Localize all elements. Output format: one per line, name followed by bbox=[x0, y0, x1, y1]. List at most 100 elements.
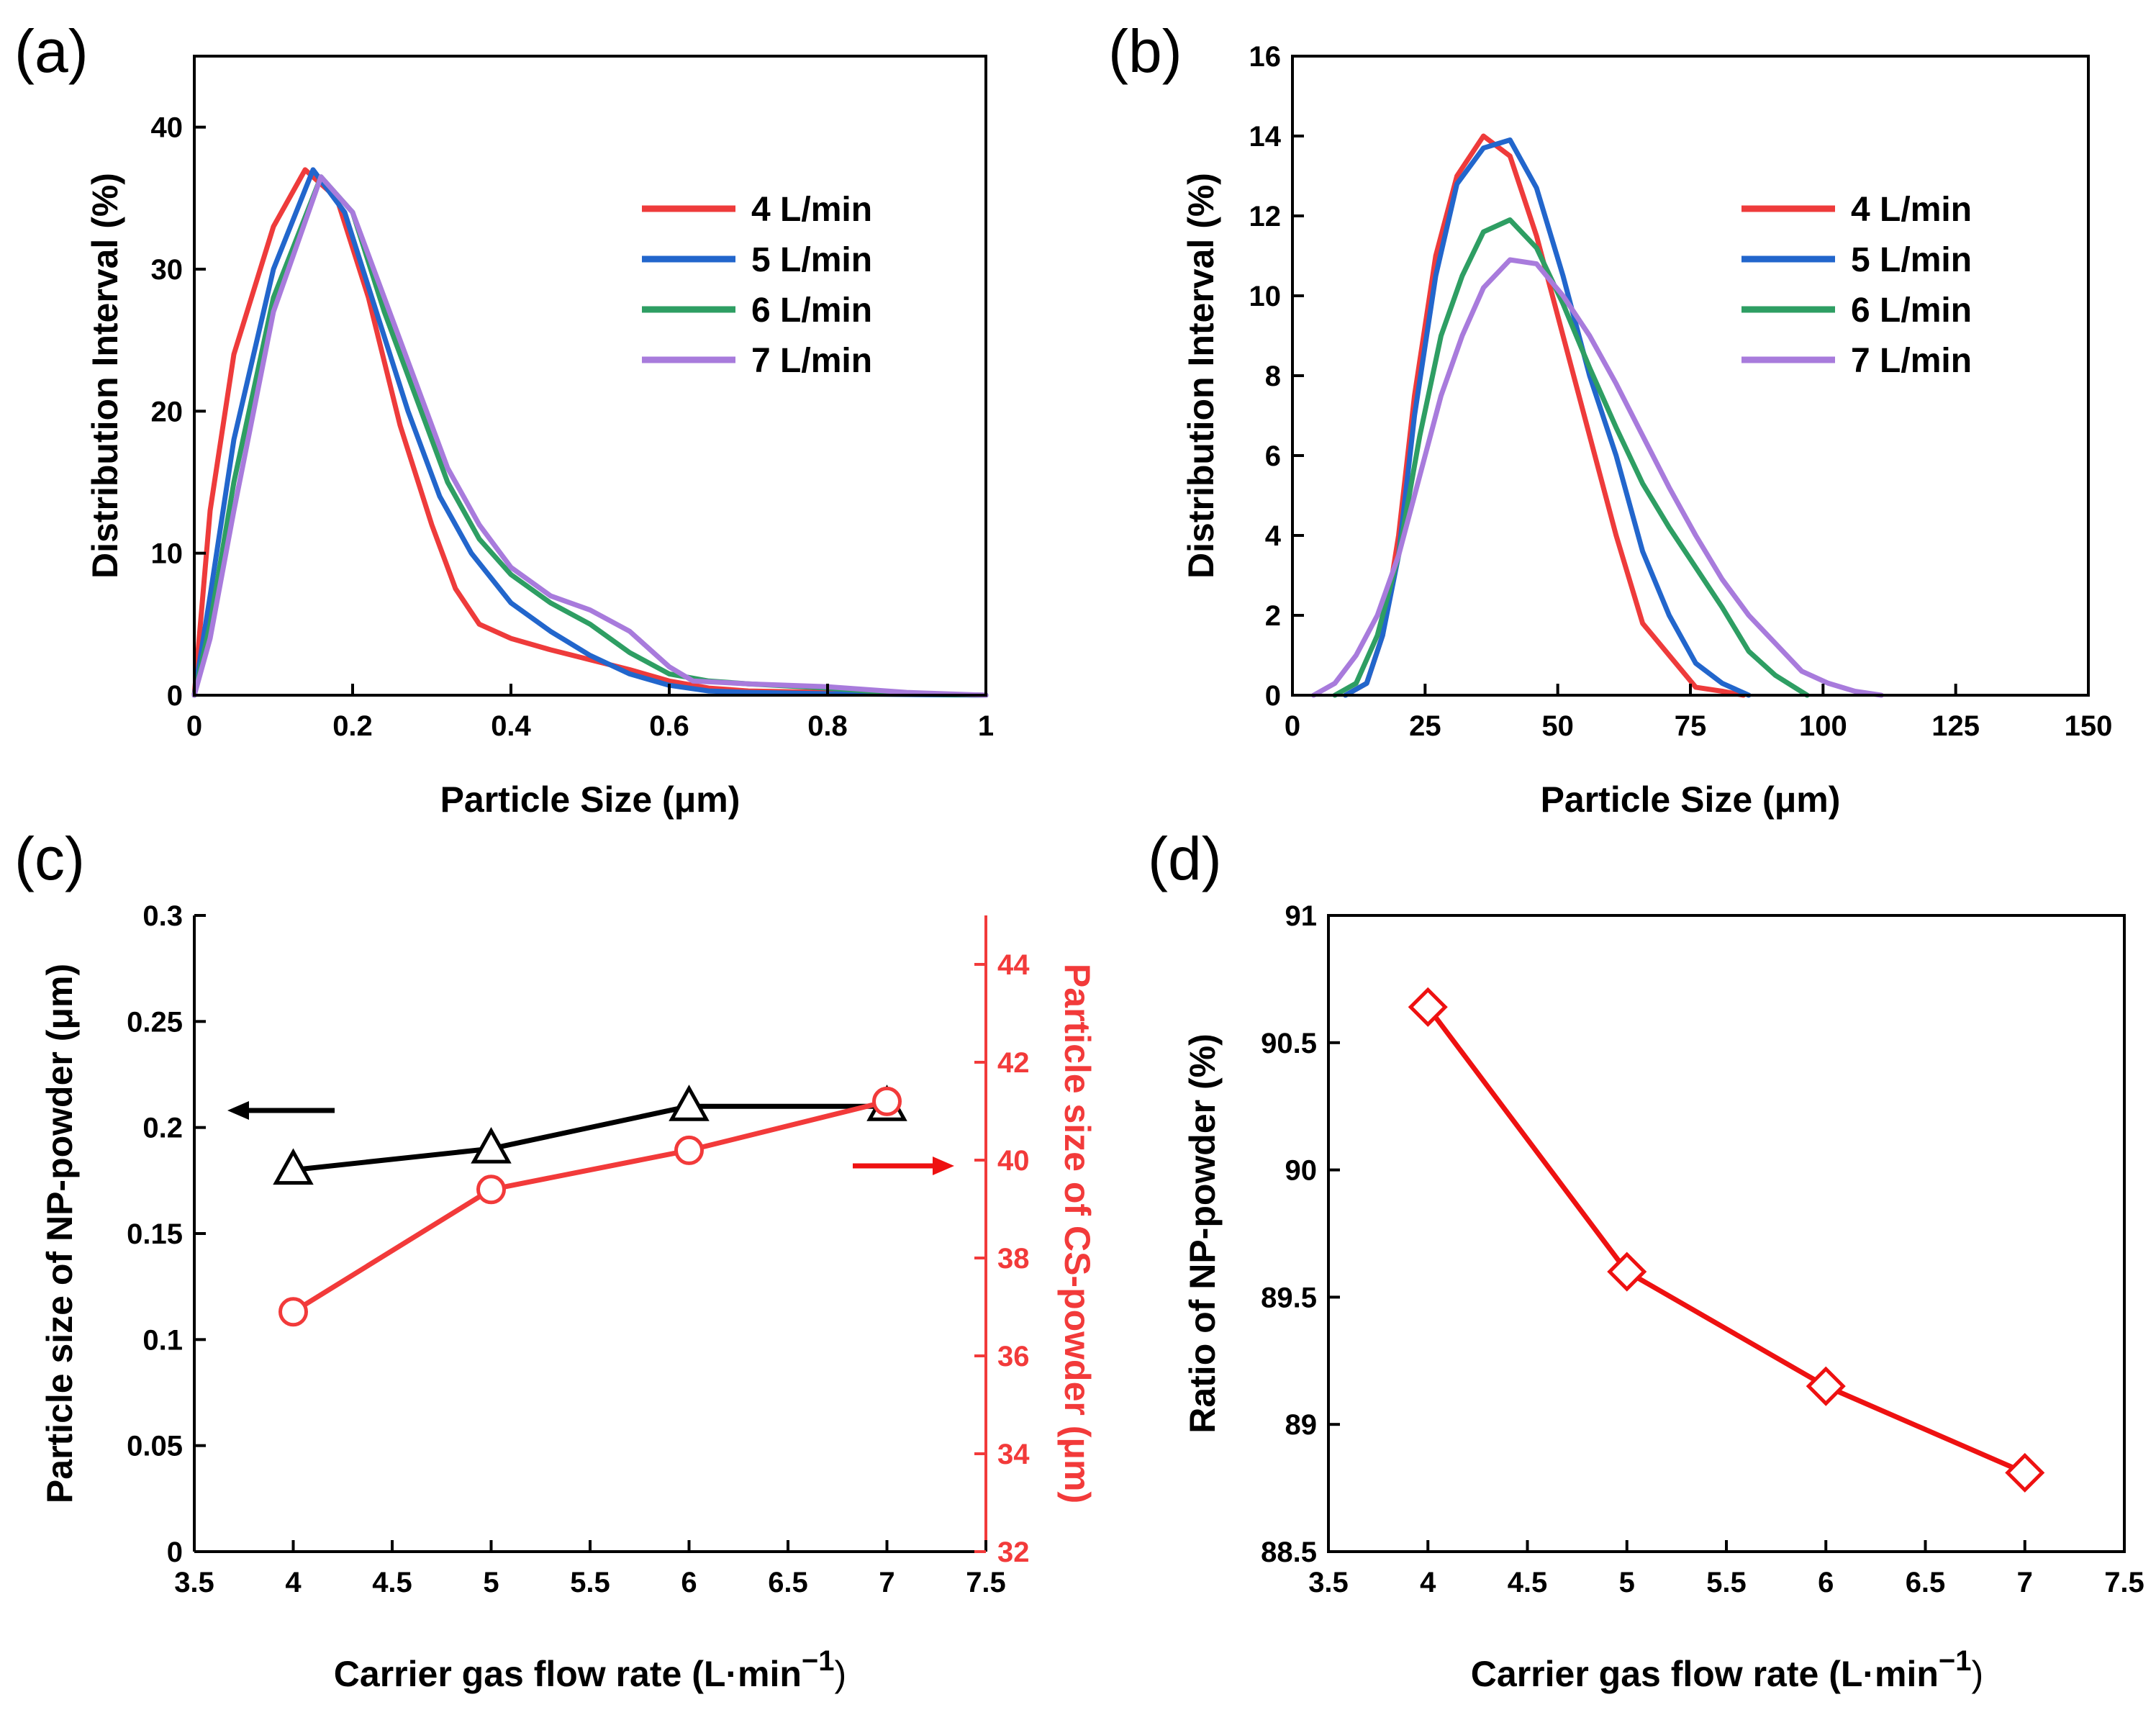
pd-x-tick-label: 5 bbox=[1619, 1567, 1635, 1598]
pc-y-tick-label: 0.15 bbox=[127, 1218, 183, 1250]
pa-series-line-7-lpm bbox=[191, 174, 989, 698]
pa-y-tick-label: 40 bbox=[151, 112, 184, 144]
pb-y-tick-label: 14 bbox=[1249, 121, 1282, 153]
panel-b-x-axis-title: Particle Size (μm) bbox=[1541, 779, 1841, 820]
pc-np-powder-line bbox=[291, 1103, 889, 1173]
pc-x-tick-label: 7 bbox=[879, 1567, 894, 1598]
pd-diamond-marker bbox=[2005, 1452, 2045, 1493]
pb-x-tick-label: 25 bbox=[1409, 710, 1441, 742]
pa-legend-label: 7 L/min bbox=[751, 342, 872, 380]
panel-d-label: (d) bbox=[1148, 825, 1222, 892]
panel-d-x-ticks: 3.5 4 4.5 5 5.5 6 6.5 7 7.5 bbox=[1308, 1540, 2144, 1598]
panel-d-x-axis-title-main: Carrier gas flow rate (L·min bbox=[1471, 1654, 1939, 1694]
panel-b-x-ticks: 0 25 50 75 100 125 150 bbox=[1285, 684, 2113, 742]
pa-legend-label: 6 L/min bbox=[751, 291, 872, 330]
pc-y-tick-label: 0.25 bbox=[127, 1006, 183, 1038]
pd-y-tick-label: 89 bbox=[1285, 1409, 1318, 1441]
pb-legend-label: 7 L/min bbox=[1851, 342, 1972, 380]
pd-diamond-marker bbox=[1607, 1252, 1647, 1292]
pc-y-tick-label: 0.05 bbox=[127, 1431, 183, 1462]
panel-b-y-axis-title: Distribution Interval (%) bbox=[1181, 173, 1221, 579]
panel-a-chart: (a) 0 0.2 0.4 0.6 0.8 1 0 10 20 30 40 Particle Si… bbox=[14, 17, 994, 820]
pd-y-tick-label: 90 bbox=[1285, 1155, 1318, 1187]
pd-x-tick-label: 6.5 bbox=[1906, 1567, 1946, 1598]
panel-c-x-axis-title-sup: −1 bbox=[802, 1645, 835, 1677]
pc-right-y-tick-label: 42 bbox=[997, 1047, 1030, 1079]
pc-y-tick-label: 0.3 bbox=[142, 900, 183, 932]
pc-right-y-tick-label: 36 bbox=[997, 1341, 1030, 1372]
pc-right-y-tick-label: 44 bbox=[997, 949, 1030, 981]
pa-y-tick-label: 10 bbox=[151, 538, 184, 570]
pc-triangle-marker bbox=[471, 1127, 512, 1164]
pb-y-tick-label: 8 bbox=[1265, 361, 1281, 392]
pd-x-tick-label: 5.5 bbox=[1706, 1567, 1747, 1598]
pb-y-tick-label: 0 bbox=[1265, 680, 1281, 712]
panel-d-y-ticks: 88.5 89 89.5 90 90.5 91 bbox=[1261, 900, 1340, 1568]
pc-x-tick-label: 7.5 bbox=[966, 1567, 1006, 1598]
pd-x-tick-label: 6 bbox=[1818, 1567, 1834, 1598]
pc-x-tick-label: 3.5 bbox=[174, 1567, 214, 1598]
pb-x-tick-label: 150 bbox=[2065, 710, 2113, 742]
panel-c-label: (c) bbox=[14, 825, 85, 892]
panel-d-y-axis-title: Ratio of NP-powder (%) bbox=[1182, 1033, 1223, 1434]
pd-x-tick-label: 3.5 bbox=[1308, 1567, 1349, 1598]
panel-a-plot-frame bbox=[193, 55, 987, 697]
pb-y-tick-label: 2 bbox=[1265, 600, 1281, 632]
pc-circle-marker bbox=[278, 1297, 308, 1327]
pc-cs-powder-line bbox=[291, 1098, 889, 1315]
pc-right-y-tick-label: 40 bbox=[997, 1145, 1030, 1177]
pd-x-tick-label: 7 bbox=[2017, 1567, 2033, 1598]
panel-b-legend: 4 L/min 5 L/min 6 L/min 7 L/min bbox=[1741, 191, 1972, 380]
pc-triangle-marker bbox=[669, 1085, 710, 1121]
pd-y-tick-label: 89.5 bbox=[1261, 1282, 1317, 1313]
pa-series-line-5-lpm bbox=[191, 167, 989, 698]
panel-b-y-ticks: 0 2 4 6 8 10 12 14 16 bbox=[1249, 41, 1304, 712]
panel-c-x-axis-title-close: ) bbox=[835, 1654, 847, 1694]
pb-y-tick-label: 10 bbox=[1249, 281, 1282, 312]
panel-c-y-axis-title: Particle size of NP-powder (μm) bbox=[40, 964, 80, 1503]
panel-a-x-ticks: 0 0.2 0.4 0.6 0.8 1 bbox=[186, 684, 994, 742]
pc-x-tick-label: 5.5 bbox=[570, 1567, 610, 1598]
panel-c-chart: (c) 3.5 4 4.5 5 5.5 6 6.5 7 7.5 00.050.10.150.20… bbox=[14, 825, 1097, 1694]
pb-series-line-7-lpm bbox=[1311, 257, 1884, 698]
panel-c-right-y-ticks: 32 34 36 38 40 42 44 bbox=[974, 949, 1030, 1568]
pb-y-tick-label: 16 bbox=[1249, 41, 1282, 73]
pb-y-tick-label: 12 bbox=[1249, 201, 1282, 232]
pc-circle-marker bbox=[674, 1135, 704, 1165]
pa-y-tick-label: 30 bbox=[151, 254, 184, 286]
pa-x-tick-label: 0 bbox=[186, 710, 202, 742]
pb-y-tick-label: 4 bbox=[1265, 520, 1282, 552]
pb-x-tick-label: 75 bbox=[1675, 710, 1707, 742]
pd-diamond-marker bbox=[1408, 987, 1448, 1027]
pb-legend-label: 4 L/min bbox=[1851, 191, 1972, 229]
panel-c-x-axis-title: Carrier gas flow rate (L·min−1) bbox=[334, 1645, 846, 1694]
pc-right-y-tick-label: 34 bbox=[997, 1439, 1030, 1470]
pc-x-tick-label: 6 bbox=[681, 1567, 697, 1598]
pb-legend-label: 5 L/min bbox=[1851, 241, 1972, 279]
panel-c-series-group bbox=[273, 1085, 907, 1327]
pa-legend-label: 5 L/min bbox=[751, 241, 872, 279]
pa-legend-label: 4 L/min bbox=[751, 191, 872, 229]
pc-y-tick-label: 0.1 bbox=[142, 1324, 183, 1356]
pc-right-y-tick-label: 32 bbox=[997, 1537, 1030, 1568]
pc-circle-marker bbox=[476, 1175, 506, 1205]
pd-x-tick-label: 4.5 bbox=[1508, 1567, 1548, 1598]
pa-x-tick-label: 0.4 bbox=[491, 710, 531, 742]
panel-d-x-axis-title: Carrier gas flow rate (L·min−1) bbox=[1471, 1645, 1983, 1694]
pd-x-tick-label: 4 bbox=[1420, 1567, 1436, 1598]
pd-y-tick-label: 91 bbox=[1285, 900, 1318, 932]
pb-x-tick-label: 100 bbox=[1799, 710, 1847, 742]
panel-c-right-y-axis-title: Particle size of CS-powder (μm) bbox=[1057, 964, 1097, 1503]
pc-x-tick-label: 5 bbox=[483, 1567, 499, 1598]
panel-a-series-group bbox=[191, 167, 989, 698]
pc-circle-marker bbox=[872, 1086, 902, 1116]
panel-d-x-axis-title-sup: −1 bbox=[1939, 1645, 1972, 1677]
pb-series-line-4-lpm bbox=[1343, 133, 1747, 698]
pc-x-tick-label: 4 bbox=[285, 1567, 302, 1598]
panel-c-y-ticks: 0 0.05 0.1 0.15 0.2 0.25 0.3 bbox=[127, 900, 206, 1568]
pb-series-line-5-lpm bbox=[1343, 137, 1752, 698]
pa-x-tick-label: 0.6 bbox=[649, 710, 689, 742]
pd-ratio-line bbox=[1425, 1004, 2028, 1475]
panel-a-y-ticks: 0 10 20 30 40 bbox=[151, 112, 206, 712]
